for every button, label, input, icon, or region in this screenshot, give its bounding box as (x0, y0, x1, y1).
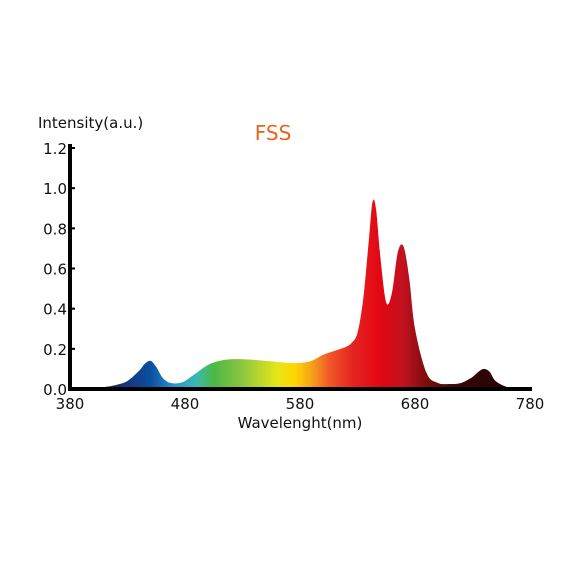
x-tick-label: 580 (286, 395, 315, 413)
y-tick-label: 1.0 (43, 180, 67, 198)
x-tick-label: 780 (516, 395, 545, 413)
x-tick-label: 680 (401, 395, 430, 413)
x-tick-label: 380 (56, 395, 85, 413)
y-axis-title: Intensity(a.u.) (38, 114, 143, 132)
chart-title: FSS (255, 121, 292, 145)
y-tick-label: 0.2 (43, 341, 67, 359)
y-tick-label: 0.4 (43, 301, 67, 319)
spectrum-area (70, 199, 530, 389)
x-axis-title: Wavelenght(nm) (238, 414, 363, 432)
y-tick-label: 1.2 (43, 140, 67, 158)
y-tick-label: 0.8 (43, 220, 67, 238)
y-tick-label: 0.0 (43, 381, 67, 399)
x-tick-label: 480 (171, 395, 200, 413)
y-tick-label: 0.6 (43, 261, 67, 279)
